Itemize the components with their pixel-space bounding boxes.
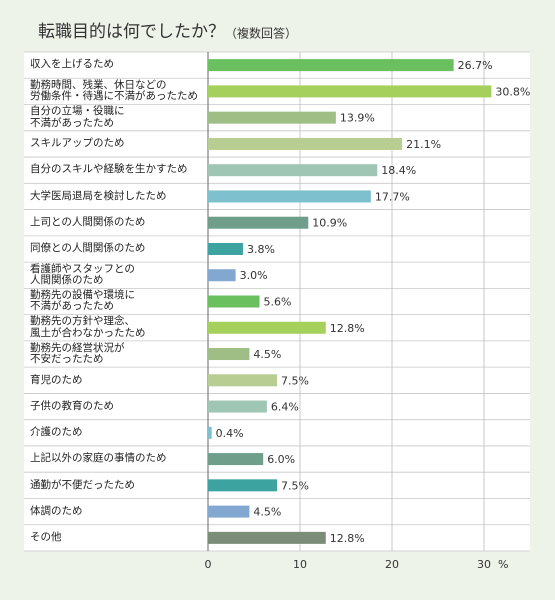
bar xyxy=(208,242,243,255)
x-axis-label: % xyxy=(498,558,508,571)
value-label: 4.5% xyxy=(253,348,281,361)
bar xyxy=(208,505,250,518)
y-tick-label: スキルアップのため xyxy=(30,137,125,150)
y-tick-label: 大学医局退局を検討したため xyxy=(30,189,167,202)
x-tick-label: 10 xyxy=(293,558,307,571)
y-tick-label: 看護師やスタッフとの 人間関係のため xyxy=(30,262,135,287)
x-tick-label: 30 xyxy=(477,558,491,571)
bar xyxy=(208,111,336,124)
x-tick-label: 20 xyxy=(385,558,399,571)
value-label: 21.1% xyxy=(406,138,441,151)
bar xyxy=(208,85,492,98)
bar xyxy=(208,374,277,387)
value-label: 6.4% xyxy=(271,401,299,414)
y-tick-label: 体調のため xyxy=(30,504,83,517)
bar xyxy=(208,137,403,150)
y-tick-label: 勤務先の経営状況が 不安だったため xyxy=(30,341,125,366)
bar xyxy=(208,348,250,361)
bar xyxy=(208,295,260,308)
y-tick-label: 子供の教育のため xyxy=(30,399,114,412)
y-tick-label: 通勤が不便だったため xyxy=(30,478,135,491)
value-label: 5.6% xyxy=(264,296,292,309)
value-label: 0.4% xyxy=(216,427,244,440)
y-tick-label: 育児のため xyxy=(30,373,83,386)
y-tick-label: 自分の立場・役職に 不満があったため xyxy=(30,105,125,129)
chart-subtitle: （複数回答） xyxy=(225,26,297,41)
value-label: 17.7% xyxy=(375,190,410,203)
y-tick-label: 介護のため xyxy=(30,426,83,439)
value-label: 3.8% xyxy=(247,243,275,256)
y-tick-label: 勤務先の方針や理念、 風土が合わなかったため xyxy=(30,315,146,339)
bar xyxy=(208,426,212,439)
value-label: 18.4% xyxy=(381,164,416,177)
bar xyxy=(208,531,326,544)
bar xyxy=(208,190,371,203)
value-label: 12.8% xyxy=(330,322,365,335)
chart-title: 転職目的は何でしたか？ xyxy=(38,22,225,42)
bar xyxy=(208,269,236,282)
value-label: 4.5% xyxy=(253,506,281,519)
plot-area xyxy=(24,52,530,551)
bar xyxy=(208,216,309,229)
bar xyxy=(208,479,277,492)
y-tick-label: 勤務先の設備や環境に 不満があったため xyxy=(30,288,135,313)
value-label: 26.7% xyxy=(458,59,493,72)
value-label: 30.8% xyxy=(495,85,530,98)
value-label: 10.9% xyxy=(312,217,347,230)
y-tick-label: 上司との人間関係のため xyxy=(30,215,146,228)
value-label: 6.0% xyxy=(267,453,295,466)
value-label: 3.0% xyxy=(240,269,268,282)
bar xyxy=(208,164,378,177)
bar xyxy=(208,400,267,413)
y-tick-label: 勤務時間、残業、休日などの 労働条件・待遇に不満があったため xyxy=(30,78,198,103)
value-label: 7.5% xyxy=(281,479,309,492)
value-label: 12.8% xyxy=(330,532,365,545)
bar xyxy=(208,453,264,466)
bar xyxy=(208,321,326,334)
value-label: 13.9% xyxy=(340,112,375,125)
y-tick-label: 同僚との人間関係のため xyxy=(30,242,146,255)
y-tick-label: 収入を上げるため xyxy=(30,58,114,71)
y-tick-label: 自分のスキルや経験を生かすため xyxy=(30,163,188,176)
x-tick-label: 0 xyxy=(205,558,212,571)
value-label: 7.5% xyxy=(281,374,309,387)
y-tick-label: その他 xyxy=(30,531,62,544)
bar xyxy=(208,59,454,72)
y-tick-label: 上記以外の家庭の事情のため xyxy=(30,452,167,465)
